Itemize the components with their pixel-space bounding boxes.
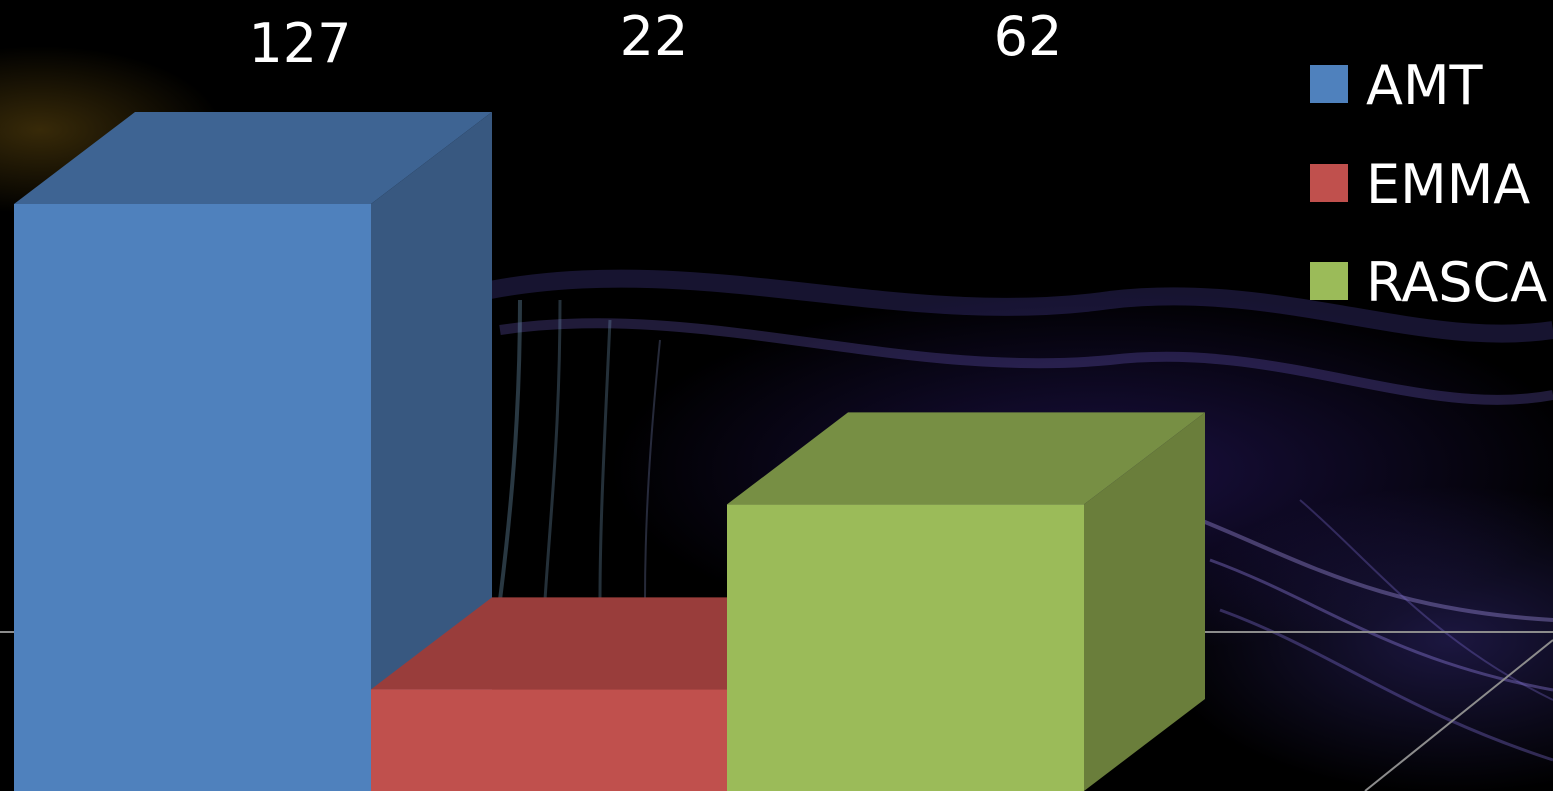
legend-swatch-amt [1310,65,1348,103]
value-label-emma: 22 [620,5,689,68]
value-label-amt: 127 [248,12,351,75]
value-label-rasca: 62 [994,5,1063,68]
bar-front-emma [371,689,728,791]
depth-axis-line [1364,639,1553,791]
legend-swatch-rasca [1310,262,1348,300]
bar-top-rasca [727,412,1205,505]
legend-item-emma: EMMA [1310,153,1530,216]
legend-item-amt: AMT [1310,54,1484,117]
legend: AMT EMMA RASCA [1310,54,1547,314]
bar-front-amt [14,204,371,791]
background-waves [488,269,1553,762]
legend-label-emma: EMMA [1366,153,1530,216]
bar-front-rasca [727,504,1084,791]
legend-label-amt: AMT [1366,54,1484,117]
legend-swatch-emma [1310,164,1348,202]
bar-group [14,112,1205,791]
bar-top-amt [14,112,492,204]
value-label-group: 127 22 62 [248,5,1062,75]
legend-label-rasca: RASCA [1366,251,1547,314]
bar-side-rasca [1084,412,1205,791]
legend-item-rasca: RASCA [1310,251,1547,314]
bar-rasca [727,412,1205,791]
